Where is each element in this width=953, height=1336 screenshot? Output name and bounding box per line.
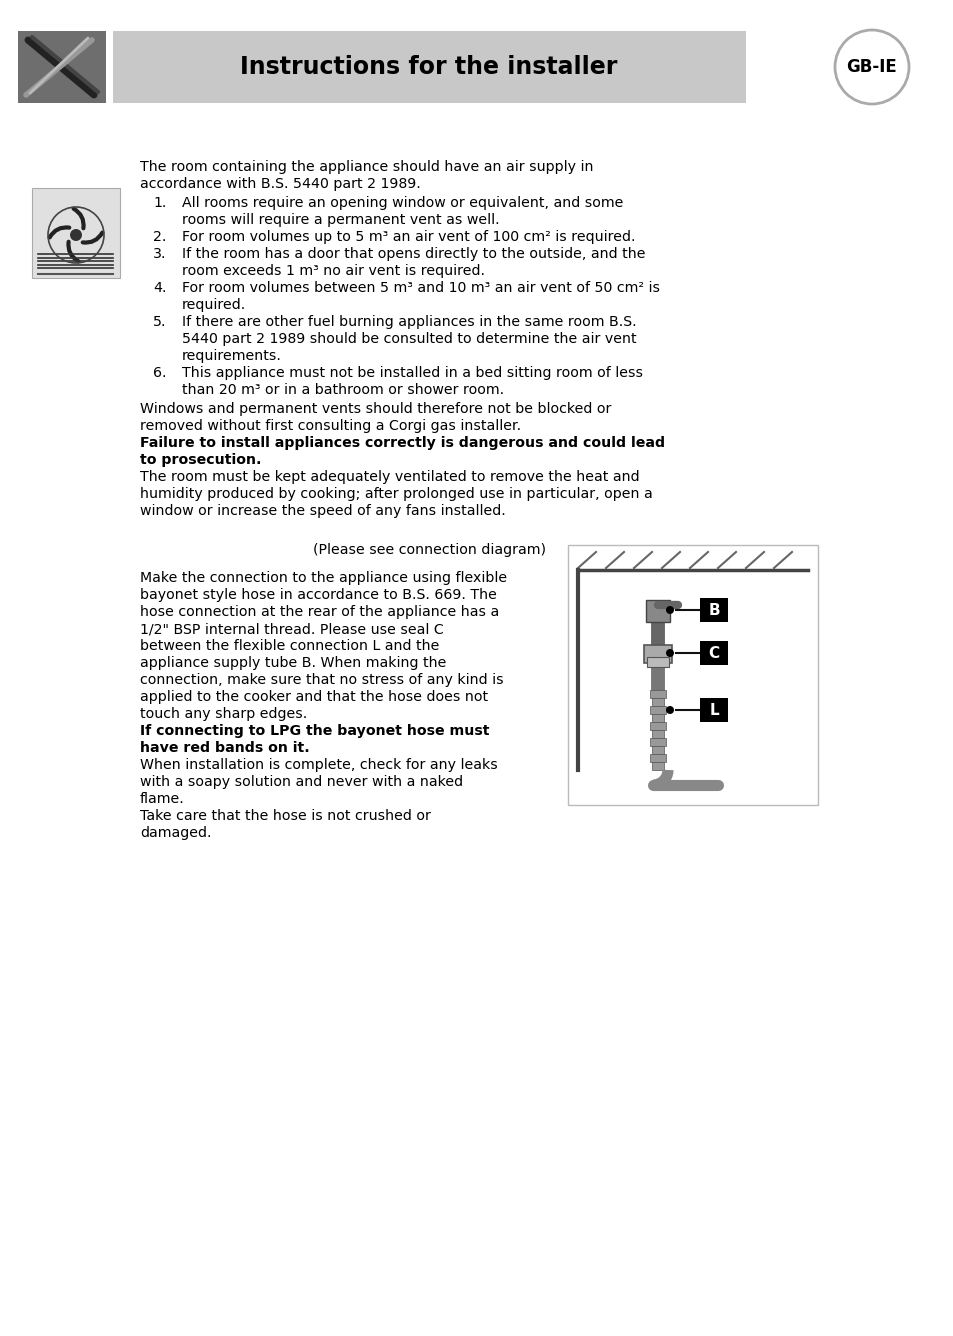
Text: This appliance must not be installed in a bed sitting room of less: This appliance must not be installed in … bbox=[182, 366, 642, 379]
Text: Failure to install appliances correctly is dangerous and could lead: Failure to install appliances correctly … bbox=[140, 436, 664, 450]
Bar bbox=[651, 697, 663, 705]
Text: than 20 m³ or in a bathroom or shower room.: than 20 m³ or in a bathroom or shower ro… bbox=[182, 383, 503, 397]
Text: with a soapy solution and never with a naked: with a soapy solution and never with a n… bbox=[140, 775, 462, 790]
Circle shape bbox=[665, 607, 673, 615]
Bar bbox=[700, 697, 727, 721]
Text: removed without first consulting a Corgi gas installer.: removed without first consulting a Corgi… bbox=[140, 420, 520, 433]
Text: 4.: 4. bbox=[152, 281, 167, 295]
Text: to prosecution.: to prosecution. bbox=[140, 453, 261, 468]
Text: hose connection at the rear of the appliance has a: hose connection at the rear of the appli… bbox=[140, 605, 498, 619]
Text: Take care that the hose is not crushed or: Take care that the hose is not crushed o… bbox=[140, 810, 431, 823]
Text: rooms will require a permanent vent as well.: rooms will require a permanent vent as w… bbox=[182, 212, 499, 227]
Text: If connecting to LPG the bayonet hose must: If connecting to LPG the bayonet hose mu… bbox=[140, 724, 489, 737]
Text: If there are other fuel burning appliances in the same room B.S.: If there are other fuel burning applianc… bbox=[182, 315, 636, 329]
Text: have red bands on it.: have red bands on it. bbox=[140, 741, 310, 755]
Bar bbox=[700, 599, 727, 623]
Text: GB-IE: GB-IE bbox=[845, 57, 897, 76]
Bar bbox=[700, 641, 727, 665]
Text: For room volumes up to 5 m³ an air vent of 100 cm² is required.: For room volumes up to 5 m³ an air vent … bbox=[182, 230, 635, 244]
Text: 1/2" BSP internal thread. Please use seal C: 1/2" BSP internal thread. Please use sea… bbox=[140, 623, 443, 636]
Text: 5440 part 2 1989 should be consulted to determine the air vent: 5440 part 2 1989 should be consulted to … bbox=[182, 333, 636, 346]
Text: The room containing the appliance should have an air supply in: The room containing the appliance should… bbox=[140, 160, 593, 174]
Bar bbox=[649, 737, 665, 745]
Text: B: B bbox=[707, 603, 720, 617]
Bar bbox=[643, 645, 671, 663]
Text: required.: required. bbox=[182, 298, 246, 313]
Bar bbox=[112, 31, 745, 103]
Text: For room volumes between 5 m³ and 10 m³ an air vent of 50 cm² is: For room volumes between 5 m³ and 10 m³ … bbox=[182, 281, 659, 295]
Circle shape bbox=[665, 705, 673, 713]
Bar bbox=[649, 705, 665, 713]
Circle shape bbox=[665, 649, 673, 657]
Text: C: C bbox=[708, 645, 719, 660]
Text: applied to the cooker and that the hose does not: applied to the cooker and that the hose … bbox=[140, 689, 488, 704]
Text: L: L bbox=[708, 703, 718, 717]
Text: Instructions for the installer: Instructions for the installer bbox=[240, 55, 617, 79]
Bar bbox=[651, 729, 663, 737]
Text: When installation is complete, check for any leaks: When installation is complete, check for… bbox=[140, 758, 497, 772]
Text: window or increase the speed of any fans installed.: window or increase the speed of any fans… bbox=[140, 504, 505, 518]
Text: Windows and permanent vents should therefore not be blocked or: Windows and permanent vents should there… bbox=[140, 402, 611, 415]
Bar bbox=[645, 600, 669, 623]
Circle shape bbox=[834, 29, 908, 104]
Text: If the room has a door that opens directly to the outside, and the: If the room has a door that opens direct… bbox=[182, 247, 645, 261]
Bar bbox=[649, 754, 665, 762]
Text: between the flexible connection L and the: between the flexible connection L and th… bbox=[140, 639, 439, 653]
Bar bbox=[651, 745, 663, 754]
Text: bayonet style hose in accordance to B.S. 669. The: bayonet style hose in accordance to B.S.… bbox=[140, 588, 497, 603]
Text: 2.: 2. bbox=[152, 230, 166, 244]
Bar bbox=[651, 762, 663, 770]
Bar bbox=[646, 657, 668, 667]
Text: 5.: 5. bbox=[152, 315, 167, 329]
Text: The room must be kept adequately ventilated to remove the heat and: The room must be kept adequately ventila… bbox=[140, 470, 639, 484]
Bar bbox=[18, 31, 106, 103]
Text: flame.: flame. bbox=[140, 792, 185, 806]
Bar bbox=[32, 188, 120, 278]
Text: 6.: 6. bbox=[152, 366, 167, 379]
Text: connection, make sure that no stress of any kind is: connection, make sure that no stress of … bbox=[140, 673, 503, 687]
Text: appliance supply tube B. When making the: appliance supply tube B. When making the bbox=[140, 656, 446, 669]
Text: (Please see connection diagram): (Please see connection diagram) bbox=[314, 542, 546, 557]
Text: 1.: 1. bbox=[152, 196, 166, 210]
Bar bbox=[649, 721, 665, 729]
Circle shape bbox=[70, 228, 82, 240]
Bar bbox=[651, 713, 663, 721]
Text: humidity produced by cooking; after prolonged use in particular, open a: humidity produced by cooking; after prol… bbox=[140, 488, 652, 501]
Text: requirements.: requirements. bbox=[182, 349, 281, 363]
Text: accordance with B.S. 5440 part 2 1989.: accordance with B.S. 5440 part 2 1989. bbox=[140, 176, 420, 191]
Bar bbox=[567, 545, 817, 806]
Bar bbox=[649, 689, 665, 697]
Text: touch any sharp edges.: touch any sharp edges. bbox=[140, 707, 307, 721]
Text: 3.: 3. bbox=[152, 247, 167, 261]
Text: All rooms require an opening window or equivalent, and some: All rooms require an opening window or e… bbox=[182, 196, 622, 210]
Text: damaged.: damaged. bbox=[140, 826, 212, 840]
Text: room exceeds 1 m³ no air vent is required.: room exceeds 1 m³ no air vent is require… bbox=[182, 265, 484, 278]
Text: Make the connection to the appliance using flexible: Make the connection to the appliance usi… bbox=[140, 570, 507, 585]
